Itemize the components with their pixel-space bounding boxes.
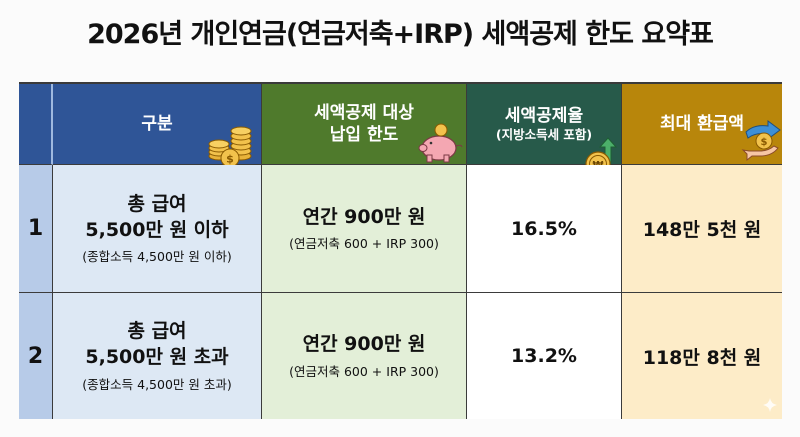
row-2-category-sub: (종합소득 4,500만 원 초과)	[82, 376, 232, 392]
header-number	[19, 84, 53, 165]
row-2-max-refund: 118만 8천 원	[622, 293, 782, 419]
row-1-category-line1: 총 급여	[127, 192, 187, 215]
row-2-category-line1: 총 급여	[127, 320, 187, 343]
header-rate-main: 세액공제율	[504, 105, 584, 126]
row-2-category: 총 급여 5,500만 원 초과 (종합소득 4,500만 원 초과)	[53, 293, 262, 419]
row-1-rate-value: 16.5%	[511, 217, 577, 240]
row-2-max-refund-value: 118만 8천 원	[642, 346, 762, 369]
summary-table: 구분 $ 세액공제 대상 납입 한도	[19, 82, 782, 419]
header-limit-line1: 세액공제 대상	[314, 102, 414, 123]
svg-text:$: $	[761, 137, 768, 148]
piggy-bank-icon	[418, 123, 463, 163]
money-exchange-icon: $	[741, 120, 781, 162]
row-1-category: 총 급여 5,500만 원 이하 (종합소득 4,500만 원 이하)	[53, 165, 262, 293]
row-2-limit-sub: (연금저축 600 + IRP 300)	[289, 363, 439, 379]
row-2-rate-value: 13.2%	[511, 345, 577, 367]
svg-text:$: $	[226, 153, 234, 166]
row-2-limit-main: 연간 900만 원	[302, 333, 426, 356]
row-2-rate: 13.2%	[467, 293, 622, 419]
header-rate-sub: (지방소득세 포함)	[495, 126, 593, 142]
header-max-refund: 최대 환급액 $	[622, 84, 782, 165]
header-limit: 세액공제 대상 납입 한도	[262, 84, 467, 165]
header-limit-line2: 납입 한도	[329, 125, 399, 145]
coin-stack-icon: $	[208, 126, 252, 168]
row-1-limit: 연간 900만 원 (연금저축 600 + IRP 300)	[262, 165, 467, 293]
header-category: 구분 $	[53, 84, 262, 168]
row-2-number: 2	[19, 293, 53, 419]
header-rate: 세액공제율 (지방소득세 포함) ₩	[467, 84, 622, 177]
row-1-limit-main: 연간 900만 원	[302, 205, 426, 228]
page-title: 2026년 개인연금(연금저축+IRP) 세액공제 한도 요약표	[87, 19, 714, 50]
row-1-category-sub: (종합소득 4,500만 원 이하)	[82, 249, 232, 265]
row-2-limit: 연간 900만 원 (연금저축 600 + IRP 300)	[262, 293, 467, 419]
row-1-max-refund: 148만 5천 원	[622, 165, 782, 293]
row-1-number: 1	[19, 165, 53, 293]
row-1-limit-sub: (연금저축 600 + IRP 300)	[289, 236, 439, 252]
header-max-refund-label: 최대 환급액	[659, 113, 745, 134]
header-category-label: 구분	[141, 113, 173, 134]
row-1-category-line2: 5,500만 원 이하	[85, 218, 229, 241]
row-2-category-line2: 5,500만 원 초과	[85, 346, 229, 368]
sparkle-icon	[763, 398, 777, 412]
row-1-max-refund-value: 148만 5천 원	[642, 219, 762, 241]
row-1-rate: 16.5%	[467, 165, 622, 293]
